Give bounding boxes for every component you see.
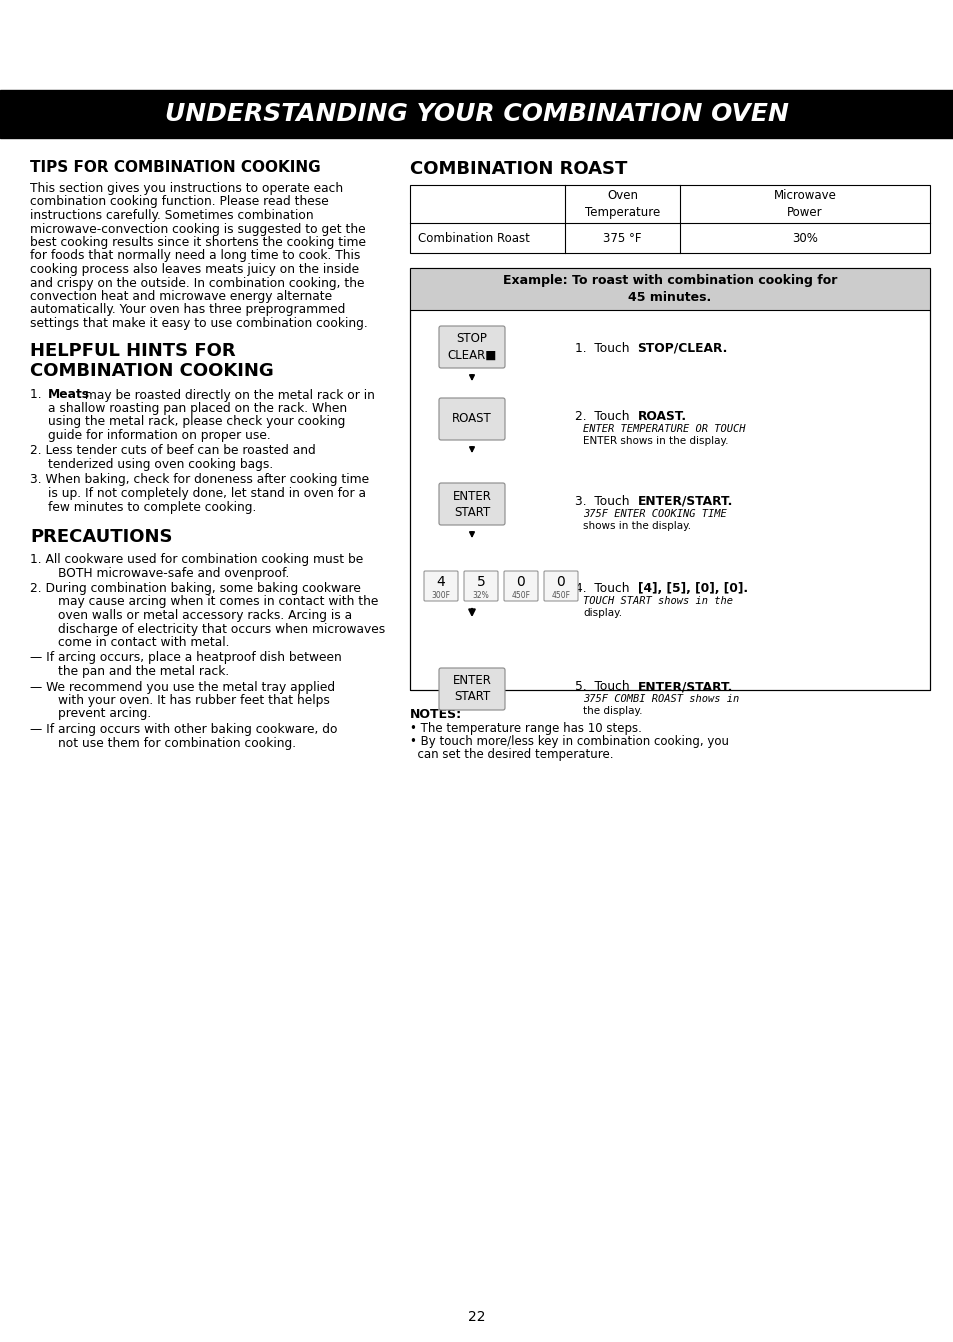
Text: — If arcing occurs, place a heatproof dish between: — If arcing occurs, place a heatproof di…	[30, 651, 341, 664]
Text: STOP
CLEAR■: STOP CLEAR■	[447, 333, 497, 361]
Text: This section gives you instructions to operate each: This section gives you instructions to o…	[30, 183, 343, 195]
Text: 30%: 30%	[791, 232, 817, 244]
Text: for foods that normally need a long time to cook. This: for foods that normally need a long time…	[30, 250, 360, 263]
Text: is up. If not completely done, let stand in oven for a: is up. If not completely done, let stand…	[48, 487, 366, 501]
Text: TOUCH START shows in the: TOUCH START shows in the	[582, 596, 732, 607]
FancyBboxPatch shape	[438, 326, 504, 368]
Text: 450F: 450F	[551, 590, 570, 600]
Text: PRECAUTIONS: PRECAUTIONS	[30, 527, 172, 546]
Text: TIPS FOR COMBINATION COOKING: TIPS FOR COMBINATION COOKING	[30, 160, 320, 174]
Text: ENTER TEMPERATURE OR TOUCH: ENTER TEMPERATURE OR TOUCH	[582, 424, 744, 433]
Text: microwave-convection cooking is suggested to get the: microwave-convection cooking is suggeste…	[30, 223, 365, 235]
FancyBboxPatch shape	[503, 570, 537, 601]
Text: • By touch more/less key in combination cooking, you: • By touch more/less key in combination …	[410, 735, 728, 747]
Text: • The temperature range has 10 steps.: • The temperature range has 10 steps.	[410, 722, 641, 735]
Text: best cooking results since it shortens the cooking time: best cooking results since it shortens t…	[30, 236, 366, 250]
Text: ROAST.: ROAST.	[638, 411, 686, 423]
Text: may be roasted directly on the metal rack or in: may be roasted directly on the metal rac…	[81, 388, 375, 401]
Text: the display.: the display.	[582, 706, 641, 717]
Text: ENTER/START.: ENTER/START.	[638, 495, 733, 509]
Text: 3. When baking, check for doneness after cooking time: 3. When baking, check for doneness after…	[30, 474, 369, 487]
Text: using the metal rack, please check your cooking: using the metal rack, please check your …	[48, 416, 345, 428]
Text: UNDERSTANDING YOUR COMBINATION OVEN: UNDERSTANDING YOUR COMBINATION OVEN	[165, 102, 788, 126]
Text: cooking process also leaves meats juicy on the inside: cooking process also leaves meats juicy …	[30, 263, 358, 276]
Text: guide for information on proper use.: guide for information on proper use.	[48, 429, 271, 442]
Text: 2. During combination baking, some baking cookware: 2. During combination baking, some bakin…	[30, 582, 360, 595]
FancyBboxPatch shape	[463, 570, 497, 601]
Text: 22: 22	[468, 1310, 485, 1325]
Text: combination cooking function. Please read these: combination cooking function. Please rea…	[30, 196, 329, 208]
Text: 0: 0	[556, 574, 565, 589]
FancyBboxPatch shape	[438, 668, 504, 710]
Text: 1.: 1.	[30, 388, 46, 401]
Text: 375F COMBI ROAST shows in: 375F COMBI ROAST shows in	[582, 694, 739, 705]
FancyBboxPatch shape	[543, 570, 578, 601]
Text: 4: 4	[436, 574, 445, 589]
Text: COMBINATION COOKING: COMBINATION COOKING	[30, 362, 274, 381]
Text: NOTES:: NOTES:	[410, 709, 461, 721]
FancyBboxPatch shape	[438, 483, 504, 525]
Text: may cause arcing when it comes in contact with the: may cause arcing when it comes in contac…	[58, 596, 378, 608]
Text: automatically. Your oven has three preprogrammed: automatically. Your oven has three prepr…	[30, 303, 345, 317]
Text: 450F: 450F	[511, 590, 530, 600]
Text: HELPFUL HINTS FOR: HELPFUL HINTS FOR	[30, 342, 235, 361]
Text: prevent arcing.: prevent arcing.	[58, 707, 152, 721]
Text: Example: To roast with combination cooking for
45 minutes.: Example: To roast with combination cooki…	[502, 274, 837, 305]
Text: 4.  Touch: 4. Touch	[575, 582, 633, 595]
Text: discharge of electricity that occurs when microwaves: discharge of electricity that occurs whe…	[58, 623, 385, 636]
Text: 5: 5	[476, 574, 485, 589]
Text: 2. Less tender cuts of beef can be roasted and: 2. Less tender cuts of beef can be roast…	[30, 444, 315, 458]
Text: — We recommend you use the metal tray applied: — We recommend you use the metal tray ap…	[30, 680, 335, 694]
Text: — If arcing occurs with other baking cookware, do: — If arcing occurs with other baking coo…	[30, 723, 337, 735]
Text: 1.  Touch: 1. Touch	[575, 341, 633, 354]
Bar	[410, 310, 929, 690]
Text: not use them for combination cooking.: not use them for combination cooking.	[58, 737, 295, 749]
Text: ROAST: ROAST	[452, 412, 492, 425]
Text: Microwave
Power: Microwave Power	[773, 189, 836, 219]
FancyBboxPatch shape	[438, 399, 504, 440]
Text: Oven
Temperature: Oven Temperature	[584, 189, 659, 219]
Text: ENTER/START.: ENTER/START.	[638, 680, 733, 692]
Text: with your oven. It has rubber feet that helps: with your oven. It has rubber feet that …	[58, 694, 330, 707]
Text: [4], [5], [0], [0].: [4], [5], [0], [0].	[638, 582, 747, 595]
Text: settings that make it easy to use combination cooking.: settings that make it easy to use combin…	[30, 317, 367, 330]
Text: ENTER shows in the display.: ENTER shows in the display.	[582, 436, 728, 446]
Text: STOP/CLEAR.: STOP/CLEAR.	[637, 341, 726, 354]
Text: COMBINATION ROAST: COMBINATION ROAST	[410, 160, 627, 178]
Text: come in contact with metal.: come in contact with metal.	[58, 636, 230, 650]
Text: BOTH microwave-safe and ovenproof.: BOTH microwave-safe and ovenproof.	[58, 566, 289, 580]
Text: ENTER
START: ENTER START	[452, 675, 491, 703]
Text: Meats: Meats	[48, 388, 90, 401]
Text: 375 °F: 375 °F	[602, 232, 641, 244]
Text: 3.  Touch: 3. Touch	[575, 495, 633, 509]
FancyBboxPatch shape	[423, 570, 457, 601]
Text: 375F ENTER COOKING TIME: 375F ENTER COOKING TIME	[582, 509, 726, 519]
Text: convection heat and microwave energy alternate: convection heat and microwave energy alt…	[30, 290, 332, 303]
Text: 0: 0	[517, 574, 525, 589]
Text: shows in the display.: shows in the display.	[582, 521, 690, 531]
Text: 5.  Touch: 5. Touch	[575, 680, 633, 692]
Text: Combination Roast: Combination Roast	[417, 232, 529, 244]
Text: tenderized using oven cooking bags.: tenderized using oven cooking bags.	[48, 458, 273, 471]
Bar	[0, 90, 953, 138]
Text: a shallow roasting pan placed on the rack. When: a shallow roasting pan placed on the rac…	[48, 403, 347, 415]
Text: 2.  Touch: 2. Touch	[575, 411, 633, 423]
Bar	[410, 268, 929, 310]
Text: the pan and the metal rack.: the pan and the metal rack.	[58, 666, 229, 678]
Text: 32%: 32%	[472, 590, 489, 600]
Text: oven walls or metal accessory racks. Arcing is a: oven walls or metal accessory racks. Arc…	[58, 609, 352, 621]
Text: 1. All cookware used for combination cooking must be: 1. All cookware used for combination coo…	[30, 553, 363, 566]
Text: can set the desired temperature.: can set the desired temperature.	[410, 747, 613, 761]
Text: ENTER
START: ENTER START	[452, 490, 491, 518]
Bar	[410, 185, 929, 254]
Text: and crispy on the outside. In combination cooking, the: and crispy on the outside. In combinatio…	[30, 276, 364, 290]
Text: display.: display.	[582, 608, 621, 619]
Bar	[410, 268, 929, 690]
Text: instructions carefully. Sometimes combination: instructions carefully. Sometimes combin…	[30, 209, 314, 221]
Text: few minutes to complete cooking.: few minutes to complete cooking.	[48, 501, 256, 514]
Text: 300F: 300F	[431, 590, 450, 600]
